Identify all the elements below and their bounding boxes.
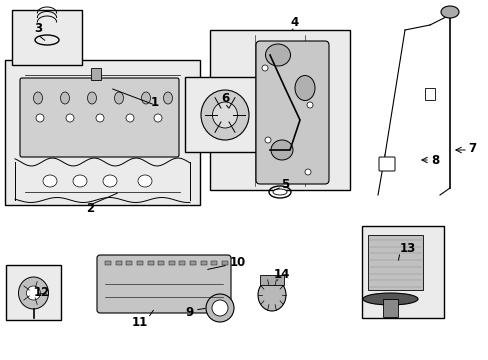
Bar <box>367 235 422 290</box>
Ellipse shape <box>212 102 237 128</box>
Ellipse shape <box>43 175 57 187</box>
Bar <box>105 261 111 265</box>
Ellipse shape <box>87 92 96 104</box>
FancyBboxPatch shape <box>20 78 179 157</box>
Ellipse shape <box>103 175 117 187</box>
Bar <box>200 261 206 265</box>
Ellipse shape <box>61 92 69 104</box>
Ellipse shape <box>305 169 310 175</box>
Text: 1: 1 <box>151 95 159 108</box>
Bar <box>158 261 164 265</box>
Ellipse shape <box>141 92 150 104</box>
Ellipse shape <box>154 114 162 122</box>
Ellipse shape <box>66 114 74 122</box>
Text: 12: 12 <box>34 285 50 298</box>
Ellipse shape <box>265 44 290 66</box>
Bar <box>6 265 61 320</box>
Ellipse shape <box>114 92 123 104</box>
Text: 8: 8 <box>430 153 438 166</box>
FancyBboxPatch shape <box>378 157 394 171</box>
Bar <box>147 261 153 265</box>
Ellipse shape <box>201 90 248 140</box>
Ellipse shape <box>440 6 458 18</box>
Bar <box>91 68 101 80</box>
Ellipse shape <box>26 286 41 300</box>
Text: 14: 14 <box>273 269 289 282</box>
Bar <box>209 30 349 190</box>
Bar <box>222 261 227 265</box>
Ellipse shape <box>272 189 286 195</box>
Ellipse shape <box>126 114 134 122</box>
Ellipse shape <box>36 114 44 122</box>
Bar <box>12 10 82 65</box>
FancyBboxPatch shape <box>256 41 328 184</box>
FancyBboxPatch shape <box>97 255 230 313</box>
Ellipse shape <box>138 175 152 187</box>
Ellipse shape <box>163 92 172 104</box>
Bar <box>184 77 264 152</box>
Text: 4: 4 <box>290 15 299 28</box>
Bar <box>168 261 175 265</box>
Ellipse shape <box>362 293 417 305</box>
Text: 13: 13 <box>399 242 415 255</box>
Ellipse shape <box>34 92 42 104</box>
Text: 3: 3 <box>34 22 42 35</box>
Bar <box>382 299 397 317</box>
Ellipse shape <box>262 65 267 71</box>
Ellipse shape <box>73 175 87 187</box>
Bar <box>424 88 434 100</box>
Text: 9: 9 <box>185 306 194 319</box>
Ellipse shape <box>205 294 234 322</box>
Bar <box>115 261 122 265</box>
Bar <box>211 261 217 265</box>
Ellipse shape <box>264 137 270 143</box>
Ellipse shape <box>212 300 227 316</box>
Ellipse shape <box>96 114 104 122</box>
Bar <box>190 261 196 265</box>
Text: 5: 5 <box>280 177 288 190</box>
Text: 2: 2 <box>86 202 94 215</box>
Text: 10: 10 <box>229 256 245 269</box>
Bar <box>126 261 132 265</box>
Text: 7: 7 <box>467 141 475 154</box>
Bar <box>137 261 142 265</box>
Bar <box>179 261 185 265</box>
Ellipse shape <box>258 279 285 311</box>
Text: 6: 6 <box>221 91 229 104</box>
Bar <box>5 60 200 205</box>
Bar <box>260 275 284 285</box>
Ellipse shape <box>270 140 292 160</box>
Text: 11: 11 <box>132 315 148 328</box>
Bar <box>361 226 443 318</box>
Ellipse shape <box>19 277 48 309</box>
Ellipse shape <box>306 102 312 108</box>
Ellipse shape <box>294 76 314 100</box>
